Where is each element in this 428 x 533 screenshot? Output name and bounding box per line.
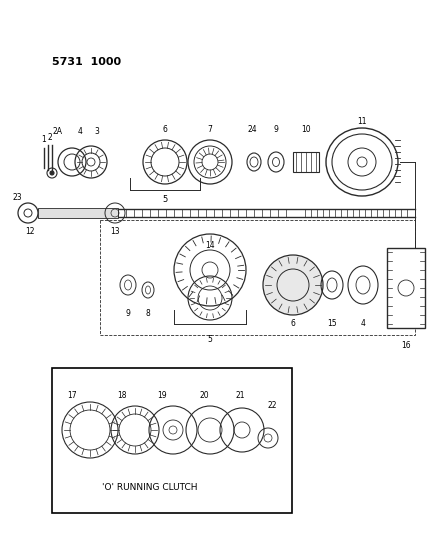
Text: 2A: 2A	[53, 127, 63, 136]
Text: 5: 5	[162, 196, 168, 205]
Bar	[52, 368, 292, 513]
Circle shape	[357, 157, 367, 167]
Text: 24: 24	[247, 125, 257, 134]
Text: 21: 21	[235, 391, 245, 400]
Text: 13: 13	[110, 228, 120, 237]
Circle shape	[263, 255, 323, 315]
Text: 8: 8	[146, 310, 150, 319]
Text: 14: 14	[205, 240, 215, 249]
Text: 15: 15	[327, 319, 337, 328]
Bar	[293, 152, 319, 172]
Ellipse shape	[326, 128, 398, 196]
Text: 9: 9	[273, 125, 279, 134]
Text: 4: 4	[77, 127, 83, 136]
Text: 6: 6	[163, 125, 167, 134]
Text: 20: 20	[199, 391, 209, 400]
Circle shape	[50, 171, 54, 175]
Text: 19: 19	[157, 391, 167, 400]
Text: 10: 10	[301, 125, 311, 134]
Text: 17: 17	[67, 391, 77, 400]
Text: 5: 5	[208, 335, 212, 344]
Text: 7: 7	[208, 125, 212, 134]
Circle shape	[87, 158, 95, 166]
Bar	[100, 220, 415, 335]
Text: 'O' RUNNING CLUTCH: 'O' RUNNING CLUTCH	[102, 483, 198, 492]
Bar	[387, 248, 425, 328]
Text: 2: 2	[48, 133, 52, 141]
Text: 23: 23	[12, 193, 22, 203]
Text: 3: 3	[95, 127, 99, 136]
Text: 6: 6	[291, 319, 295, 328]
Text: 5731  1000: 5731 1000	[52, 57, 121, 67]
Text: 16: 16	[401, 341, 411, 350]
Text: 18: 18	[117, 391, 127, 400]
Text: 9: 9	[125, 310, 131, 319]
Text: 1: 1	[42, 135, 46, 144]
Text: 11: 11	[357, 117, 367, 126]
Bar	[38, 208, 118, 218]
Text: 22: 22	[267, 400, 277, 409]
Text: 4: 4	[360, 319, 366, 328]
Text: 12: 12	[25, 228, 35, 237]
